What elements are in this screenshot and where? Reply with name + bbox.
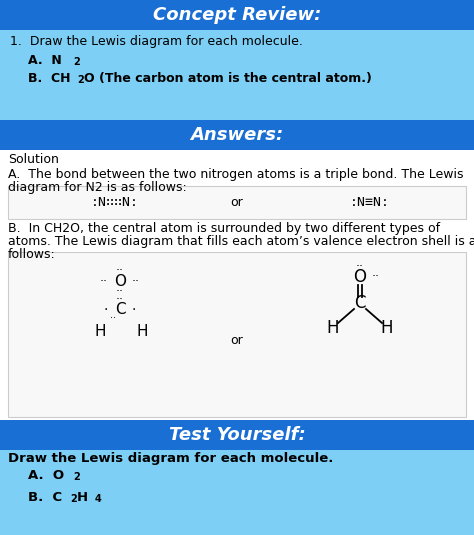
Text: 1.  Draw the Lewis diagram for each molecule.: 1. Draw the Lewis diagram for each molec… xyxy=(10,35,303,48)
Text: H: H xyxy=(94,324,106,339)
Text: ··: ·· xyxy=(110,313,116,323)
Text: ··: ·· xyxy=(132,276,140,288)
Text: atoms. The Lewis diagram that fills each atom’s valence electron shell is as: atoms. The Lewis diagram that fills each… xyxy=(8,235,474,248)
Text: B.  C: B. C xyxy=(28,491,62,504)
Text: H: H xyxy=(136,324,148,339)
Text: 2: 2 xyxy=(77,75,84,85)
Text: O: O xyxy=(354,268,366,286)
Text: ··: ·· xyxy=(116,294,124,307)
Text: 2: 2 xyxy=(73,472,80,482)
Text: ··: ·· xyxy=(100,276,108,288)
Bar xyxy=(8,252,466,417)
Text: H: H xyxy=(327,319,339,337)
Text: diagram for N2 is as follows:: diagram for N2 is as follows: xyxy=(8,181,187,194)
Text: ··: ·· xyxy=(116,264,124,278)
Text: B.  In CH2O, the central atom is surrounded by two different types of: B. In CH2O, the central atom is surround… xyxy=(8,222,440,235)
Text: Solution: Solution xyxy=(8,153,59,166)
Text: C: C xyxy=(115,302,125,317)
Text: A.  N: A. N xyxy=(28,54,62,67)
Bar xyxy=(0,0,474,30)
Text: H: H xyxy=(77,491,88,504)
Text: :N∷∷N:: :N∷∷N: xyxy=(91,195,139,209)
Text: ··: ·· xyxy=(356,261,364,273)
Bar xyxy=(0,150,474,420)
Text: :N≡N:: :N≡N: xyxy=(350,195,390,209)
Text: 2: 2 xyxy=(73,57,80,67)
Text: ··: ·· xyxy=(116,286,124,299)
Text: A.  O: A. O xyxy=(28,469,64,482)
Bar xyxy=(0,450,474,535)
Bar xyxy=(8,186,466,219)
Text: ·: · xyxy=(104,303,108,317)
Text: C: C xyxy=(354,294,366,312)
Text: Test Yourself:: Test Yourself: xyxy=(169,426,305,444)
Text: or: or xyxy=(231,333,243,347)
Text: follows:: follows: xyxy=(8,248,56,261)
Text: A.  The bond between the two nitrogen atoms is a triple bond. The Lewis: A. The bond between the two nitrogen ato… xyxy=(8,168,464,181)
Text: Answers:: Answers: xyxy=(191,126,283,144)
Text: Draw the Lewis diagram for each molecule.: Draw the Lewis diagram for each molecule… xyxy=(8,452,333,465)
Text: ··: ·· xyxy=(372,271,380,284)
Text: Concept Review:: Concept Review: xyxy=(153,6,321,24)
Bar xyxy=(0,120,474,150)
Text: 4: 4 xyxy=(95,494,102,504)
Text: O: O xyxy=(114,274,126,289)
Text: B.  CH: B. CH xyxy=(28,72,71,85)
Text: O (The carbon atom is the central atom.): O (The carbon atom is the central atom.) xyxy=(84,72,372,85)
Text: 2: 2 xyxy=(70,494,77,504)
Bar xyxy=(0,420,474,450)
Text: or: or xyxy=(231,195,243,209)
Text: ·: · xyxy=(132,303,136,317)
Text: H: H xyxy=(381,319,393,337)
Bar xyxy=(0,30,474,120)
